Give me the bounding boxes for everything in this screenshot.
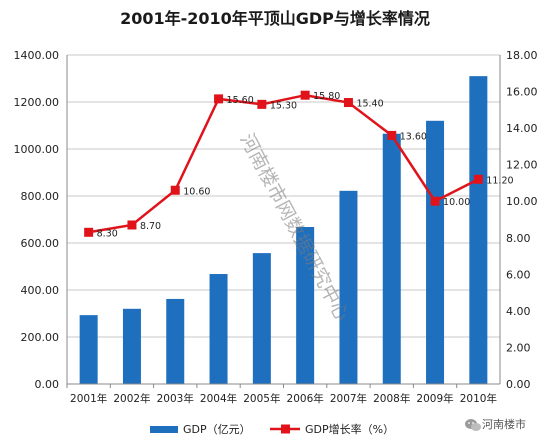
- right-y-axis: 0.00 2.00 4.00 6.00 8.00 10.00 12.00 14.00 16.00…: [499, 49, 538, 391]
- gdp-bar: [209, 274, 228, 384]
- growth-data-label: 15.30: [270, 100, 297, 111]
- growth-data-label: 15.80: [313, 91, 340, 102]
- growth-line: 8.30 8.70 10.60 15.60 15.30 15.80 15.40 13.60 10…: [84, 90, 514, 239]
- x-tick-label: 2006年: [287, 392, 324, 405]
- growth-point: [343, 98, 353, 108]
- gdp-bar: [79, 315, 98, 384]
- right-tick-label: 18.00: [506, 49, 538, 62]
- x-tick-label: 2001年: [70, 392, 107, 405]
- right-tick-label: 4.00: [506, 305, 531, 318]
- growth-point: [300, 90, 310, 100]
- gdp-bars: [79, 76, 488, 385]
- left-tick-label: 600.00: [21, 237, 60, 250]
- gdp-bar: [339, 190, 358, 384]
- right-tick-label: 12.00: [506, 159, 538, 172]
- x-tick-label: 2003年: [157, 392, 194, 405]
- left-tick-label: 0.00: [35, 378, 60, 391]
- growth-data-label: 8.30: [97, 228, 118, 239]
- gdp-bar: [426, 120, 445, 385]
- growth-data-label: 8.70: [140, 221, 161, 232]
- right-tick-label: 2.00: [506, 341, 531, 354]
- right-tick-label: 6.00: [506, 268, 531, 281]
- x-tick-label: 2009年: [416, 392, 453, 405]
- growth-point: [214, 94, 224, 104]
- gdp-bar: [469, 76, 488, 385]
- growth-data-label: 13.60: [400, 131, 427, 142]
- growth-data-label: 15.40: [356, 99, 383, 110]
- x-tick-label: 2010年: [460, 392, 497, 405]
- x-tick-label: 2005年: [243, 392, 280, 405]
- gridlines: [67, 54, 500, 338]
- growth-point: [257, 99, 267, 109]
- left-tick-label: 1200.00: [14, 96, 60, 109]
- legend-label-growth: GDP增长率（%）: [305, 422, 394, 436]
- legend: GDP（亿元） GDP增长率（%）: [150, 422, 394, 436]
- x-tick-label: 2002年: [113, 392, 150, 405]
- corner-logo: 河南楼市: [465, 417, 526, 431]
- growth-data-label: 11.20: [486, 175, 513, 186]
- growth-point: [170, 185, 180, 195]
- right-tick-label: 14.00: [506, 122, 538, 135]
- legend-swatch-gdp: [150, 426, 178, 433]
- growth-line-path: [88, 93, 479, 234]
- growth-point: [84, 227, 94, 237]
- legend-swatch-growth-marker: [281, 424, 290, 434]
- left-tick-label: 800.00: [21, 190, 60, 203]
- growth-point: [387, 130, 397, 140]
- gdp-bar: [252, 253, 271, 384]
- growth-point: [127, 220, 137, 230]
- growth-data-label: 10.00: [443, 197, 470, 208]
- right-tick-label: 10.00: [506, 195, 538, 208]
- right-tick-label: 8.00: [506, 232, 531, 245]
- left-tick-label: 200.00: [21, 331, 60, 344]
- growth-data-label: 10.60: [183, 186, 210, 197]
- right-tick-label: 0.00: [506, 378, 531, 391]
- left-y-axis: 0.00 200.00 400.00 600.00 800.00 1000.00 1200.…: [14, 49, 68, 391]
- x-tick-label: 2004年: [200, 392, 237, 405]
- left-tick-label: 1000.00: [14, 143, 60, 156]
- corner-logo-text: 河南楼市: [482, 417, 526, 431]
- growth-point: [430, 196, 440, 206]
- growth-data-label: 15.60: [227, 95, 254, 106]
- x-tick-label: 2008年: [373, 392, 410, 405]
- wechat-icon: [465, 419, 481, 431]
- legend-label-gdp: GDP（亿元）: [183, 423, 251, 436]
- growth-point: [473, 174, 483, 184]
- left-tick-label: 1400.00: [14, 49, 60, 62]
- gdp-bar: [122, 308, 141, 384]
- chart-title: 2001年-2010年平顶山GDP与增长率情况: [120, 9, 430, 28]
- gdp-bar: [296, 227, 315, 384]
- right-tick-label: 16.00: [506, 86, 538, 99]
- x-tick-label: 2007年: [330, 392, 367, 405]
- left-tick-label: 400.00: [21, 284, 60, 297]
- gdp-bar: [382, 133, 401, 384]
- x-axis: 2001年 2002年 2003年 2004年 2005年 2006年 2007年 2008年…: [66, 383, 500, 405]
- gdp-bar: [166, 298, 185, 384]
